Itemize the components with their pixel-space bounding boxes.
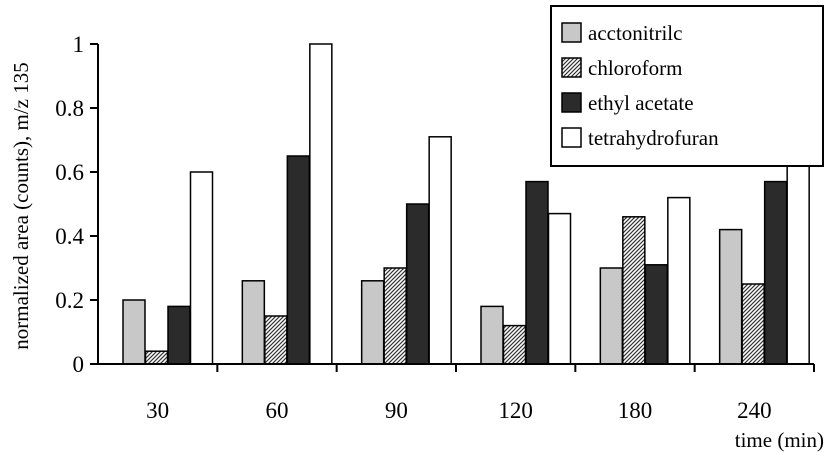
y-tick-label: 0.6 xyxy=(55,160,84,185)
bar-chloroform-240 xyxy=(741,283,765,365)
legend-swatch-chloroform xyxy=(561,57,582,78)
x-tick-label: 240 xyxy=(737,398,772,423)
bar-tetrahydrofuran-120 xyxy=(547,212,572,365)
x-ticks-group: 30 60 90 120 180 240 xyxy=(146,364,815,423)
legend-label-tetrahydrofuran: tetrahydrofuran xyxy=(588,126,719,150)
bars-group xyxy=(122,43,810,365)
legend-swatch-ethyl-acetate xyxy=(561,92,582,113)
bar-acctonitrilc-240 xyxy=(718,228,743,365)
legend-label-acctonitrilc: acctonitrilc xyxy=(588,21,682,45)
bar-ethyl-acetate-120 xyxy=(525,180,549,365)
bar-acctonitrilc-30 xyxy=(122,299,146,365)
y-axis-label: normalized area (counts), m/z 135 xyxy=(9,62,33,349)
bar-chloroform-30 xyxy=(144,350,169,365)
legend-label-ethyl-acetate: ethyl acetate xyxy=(588,91,694,115)
x-tick-label: 60 xyxy=(266,398,289,423)
bar-chloroform-90 xyxy=(383,267,407,365)
bar-tetrahydrofuran-90 xyxy=(428,136,452,365)
bar-tetrahydrofuran-30 xyxy=(189,171,214,365)
legend-label-chloroform: chloroform xyxy=(588,56,682,80)
y-tick-label: 0.4 xyxy=(55,224,84,249)
bar-chloroform-120 xyxy=(502,324,527,365)
x-axis-label: time (min) xyxy=(735,428,824,452)
bar-ethyl-acetate-30 xyxy=(167,305,191,365)
bar-ethyl-acetate-240 xyxy=(763,180,788,365)
y-ticks-group: 0 0.2 0.4 0.6 0.8 1 xyxy=(55,32,98,377)
legend-swatch-tetrahydrofuran xyxy=(561,127,582,148)
x-tick-label: 180 xyxy=(618,398,653,423)
y-tick-label: 0.8 xyxy=(55,96,84,121)
legend-box xyxy=(550,5,824,167)
bar-chloroform-60 xyxy=(264,315,288,365)
x-tick-label: 30 xyxy=(146,398,169,423)
y-tick-label: 0.2 xyxy=(55,288,84,313)
bar-ethyl-acetate-60 xyxy=(286,155,311,365)
bar-acctonitrilc-180 xyxy=(599,267,624,365)
bar-acctonitrilc-120 xyxy=(480,305,504,365)
bar-acctonitrilc-90 xyxy=(360,280,385,365)
y-tick-label: 0 xyxy=(73,352,85,377)
bar-ethyl-acetate-180 xyxy=(644,264,669,365)
bar-ethyl-acetate-90 xyxy=(405,203,430,365)
y-tick-label: 1 xyxy=(73,32,85,57)
legend: acctonitrilc chloroform ethyl acetate tetra… xyxy=(550,5,824,167)
bar-chloroform-180 xyxy=(622,216,646,365)
bar-tetrahydrofuran-180 xyxy=(667,196,691,365)
bar-tetrahydrofuran-60 xyxy=(309,43,333,365)
bar-acctonitrilc-60 xyxy=(241,280,266,365)
legend-swatch-acctonitrilc xyxy=(561,22,582,43)
x-tick-label: 120 xyxy=(498,398,533,423)
x-tick-label: 90 xyxy=(385,398,408,423)
